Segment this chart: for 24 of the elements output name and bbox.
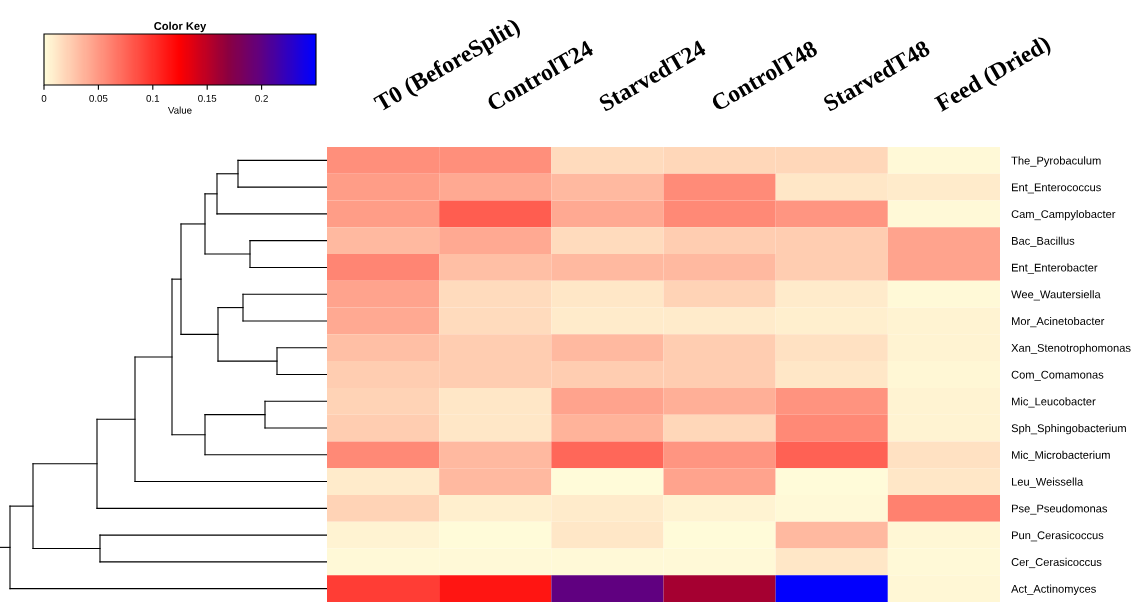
y-tick-label: Xan_Stenotrophomonas: [1011, 343, 1131, 355]
y-tick-label: Cer_Cerasicoccus: [1011, 557, 1102, 569]
y-tick-label: Leu_Weissella: [1012, 477, 1084, 488]
y-tick-label: Bac_Bacillus: [1012, 236, 1075, 247]
y-tick-label: Cam_Campylobacter: [1011, 209, 1116, 221]
y-tick-label: The_Pyrobaculum: [1011, 156, 1101, 167]
color-bar-label: 0: [41, 94, 47, 102]
y-tick-label: Com_Comamonas: [1011, 370, 1104, 381]
y-tick-label: Mic_Microbacterium: [1012, 450, 1110, 462]
color-bar-label: 0.15: [198, 94, 217, 102]
y-tick-label: Ent_Enterobacter: [1012, 263, 1098, 274]
y-tick-label: Pse_Pseudomonas: [1012, 504, 1108, 515]
y-tick-label: Mor_Acinetobacter: [1012, 316, 1105, 328]
color-bar-title: Value: [167, 106, 192, 114]
color-bar-label: 0.05: [89, 94, 108, 102]
y-tick-label: Wee_Wautersiella: [1011, 290, 1101, 301]
color-bar-label: 0.1: [146, 94, 160, 102]
y-tick-label: Pun_Cerasicoccus: [1012, 531, 1104, 542]
color-bar-label: 0.2: [255, 94, 268, 102]
y-tick-label: Act_Actinomyces: [1011, 584, 1096, 595]
y-tick-label: Ent_Enterococcus: [1012, 183, 1101, 194]
legend-title: Color Key: [154, 21, 207, 33]
y-tick-label: Mic_Leucobacter: [1012, 397, 1096, 408]
y-tick-label: Sph_Sphingobacterium: [1011, 424, 1126, 435]
